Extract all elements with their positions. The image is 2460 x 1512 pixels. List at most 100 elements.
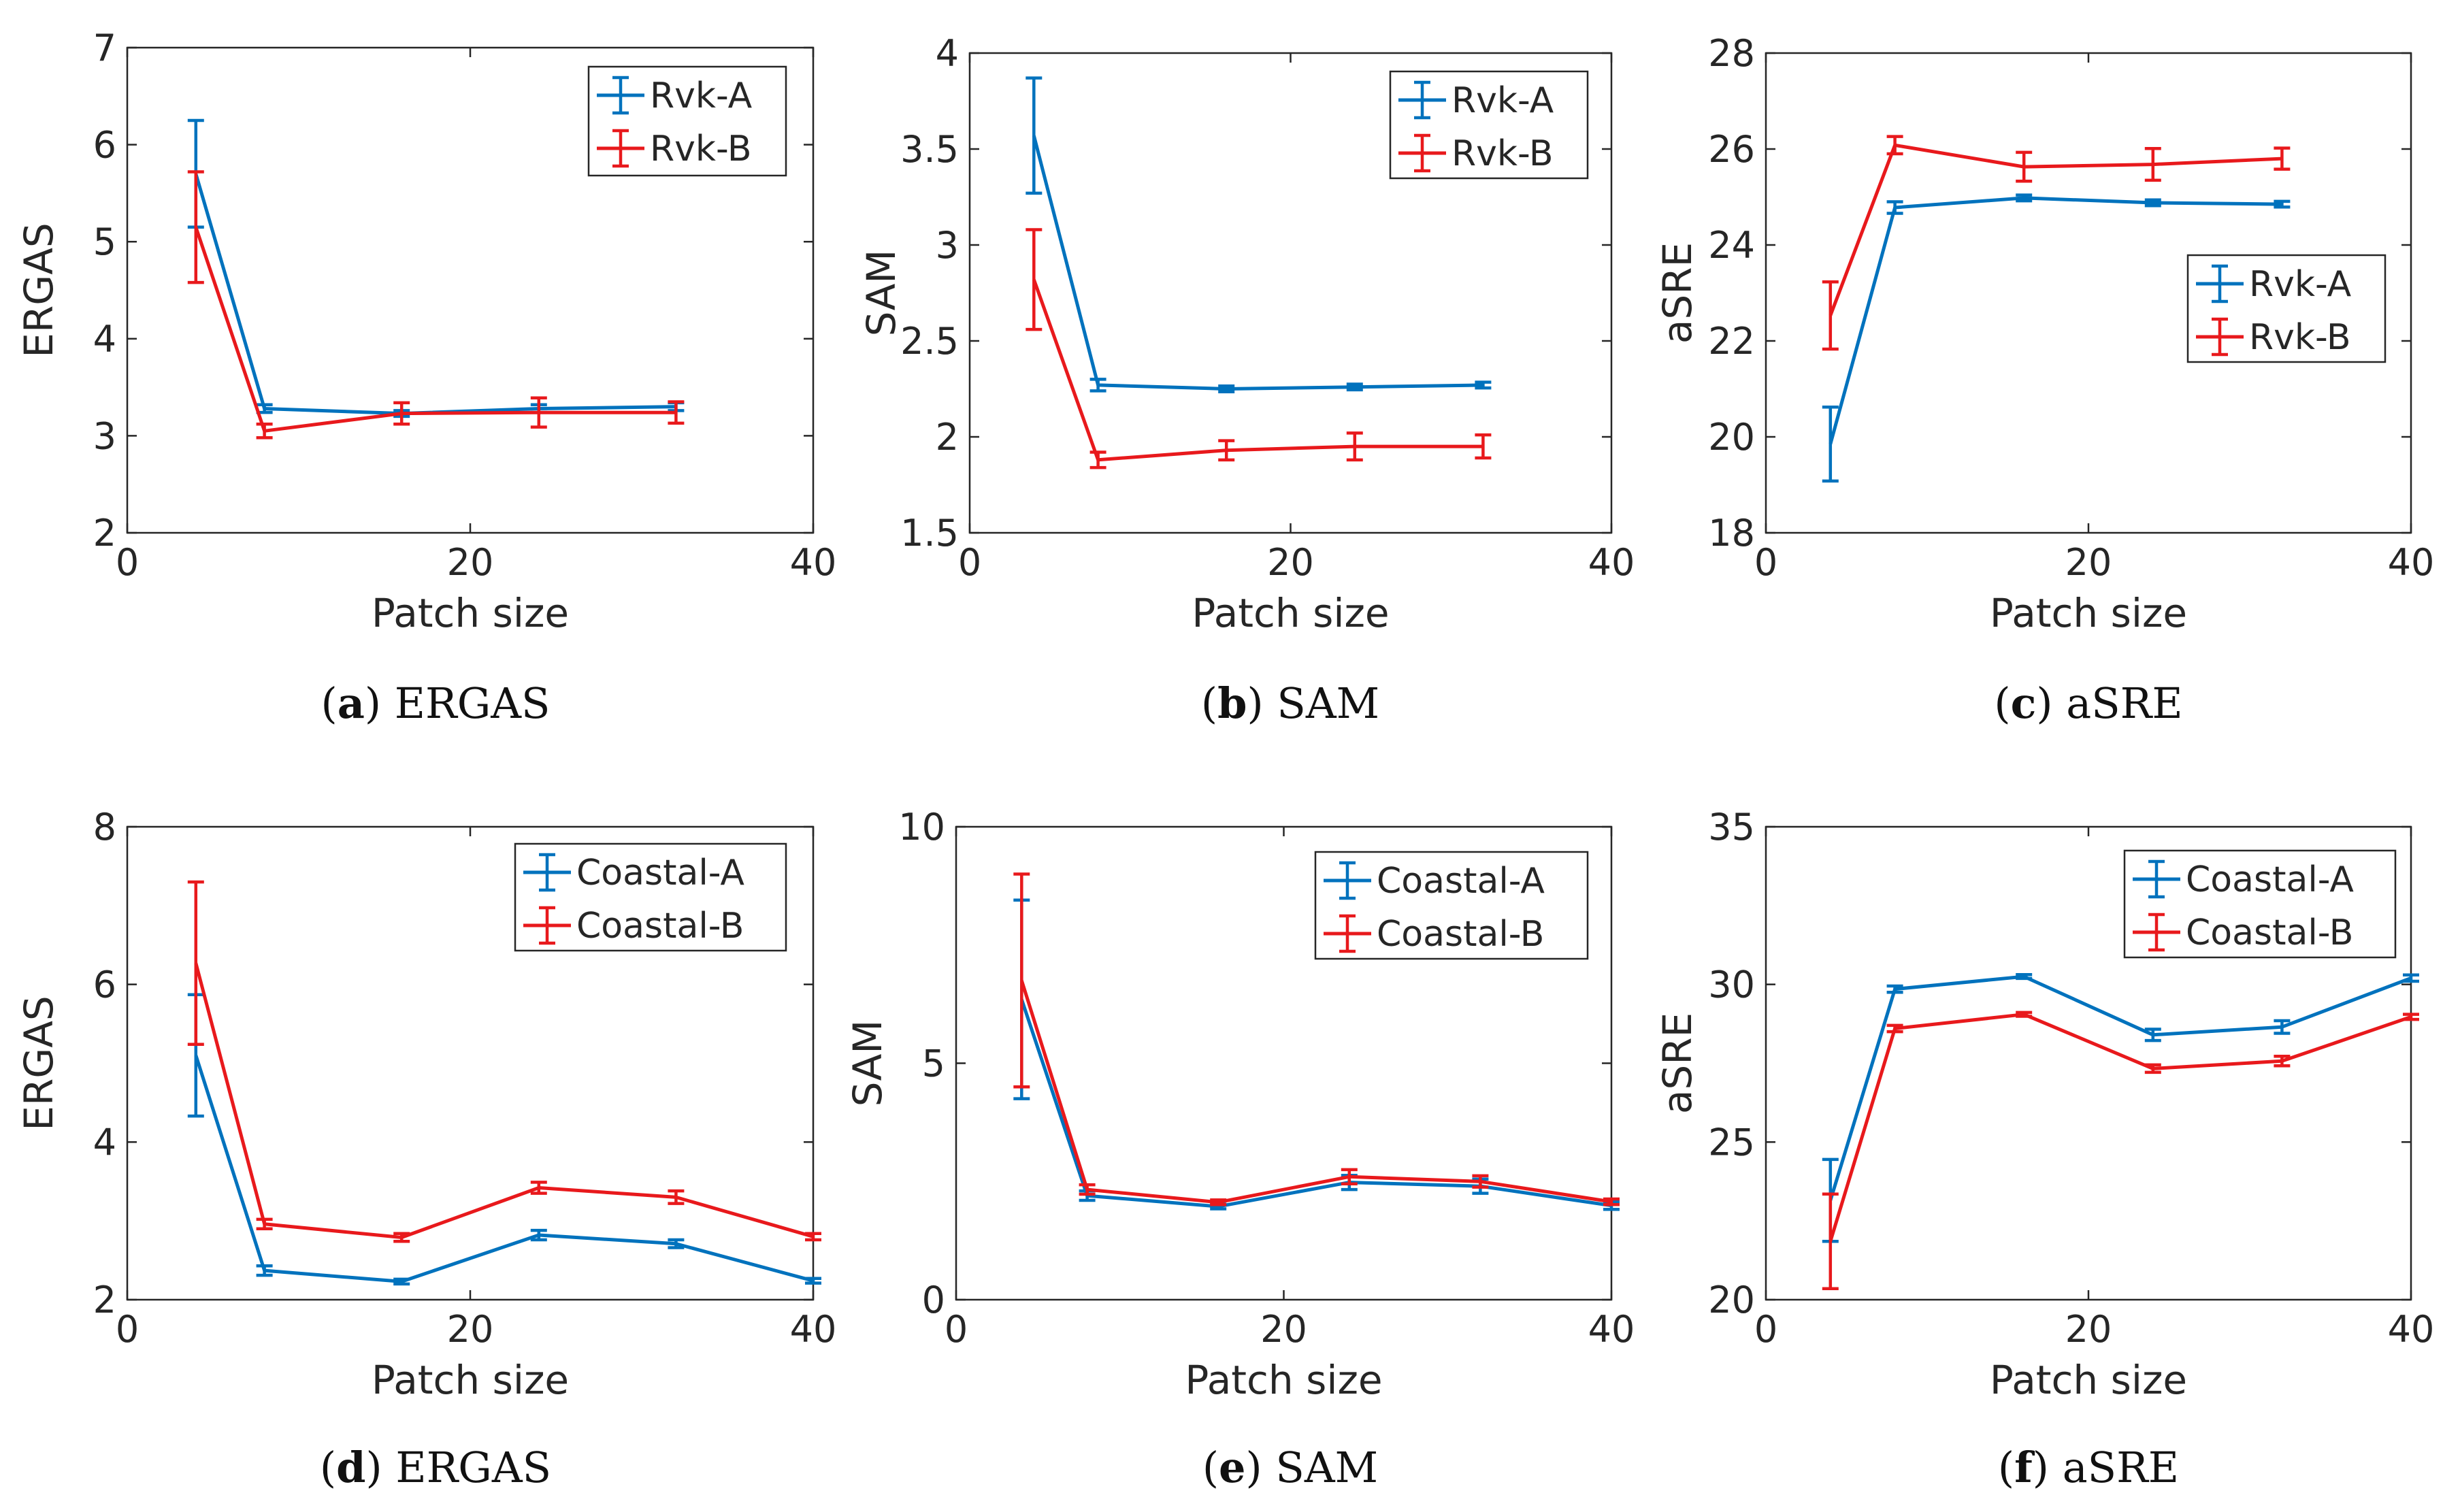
series-coastal-b (1013, 872, 1620, 1206)
data-point (1475, 433, 1492, 460)
y-tick-label: 7 (93, 27, 116, 69)
x-axis-label: Patch size (1990, 590, 2187, 636)
y-tick-label: 3 (936, 224, 959, 267)
x-tick-label: 40 (1588, 1308, 1635, 1351)
data-point (1886, 984, 1903, 994)
data-point (2144, 198, 2161, 208)
data-point (1603, 1197, 1620, 1206)
legend-box (1314, 851, 1589, 960)
legend-item: Coastal-A (2133, 859, 2354, 900)
legend-box (2123, 849, 2397, 959)
data-point (2144, 1063, 2161, 1074)
data-point (530, 1181, 547, 1195)
data-point (1475, 380, 1492, 390)
y-tick-label: 5 (93, 220, 116, 263)
data-point (187, 170, 204, 284)
x-tick-label: 20 (447, 541, 494, 584)
y-tick-label: 30 (1708, 964, 1755, 1006)
y-tick-label: 22 (1708, 320, 1755, 363)
legend-label: Coastal-A (576, 853, 744, 893)
series-line (194, 1055, 814, 1283)
data-point (668, 400, 685, 425)
data-point (2403, 973, 2419, 983)
y-axis-label: SAM (858, 250, 904, 337)
x-tick-label: 0 (116, 1308, 139, 1351)
panel-caption: (d) ERGAS (320, 1443, 551, 1492)
data-point (256, 1217, 273, 1230)
series-line (1828, 1013, 2412, 1243)
panel-caption: (c) aSRE (1994, 678, 2182, 728)
y-tick-label: 24 (1708, 224, 1755, 267)
y-axis-label: SAM (844, 1020, 891, 1107)
legend-item: Coastal-A (1324, 861, 1545, 902)
legend-label: Rvk-A (2249, 264, 2352, 305)
caption-title: aSRE (2049, 1443, 2179, 1492)
caption-title: ERGAS (381, 678, 550, 728)
data-point (530, 396, 547, 429)
x-tick-label: 20 (1260, 1308, 1307, 1351)
y-tick-label: 25 (1708, 1121, 1755, 1164)
caption-title: ERGAS (382, 1443, 551, 1492)
y-tick-label: 4 (93, 318, 116, 361)
y-tick-label: 20 (1708, 416, 1755, 459)
data-point (256, 1264, 273, 1277)
data-point (256, 423, 273, 440)
data-point (1346, 431, 1363, 462)
caption-letter: a (338, 678, 365, 728)
data-point (2274, 146, 2291, 171)
data-point (2016, 193, 2033, 203)
data-point (805, 1277, 821, 1285)
series-line (194, 962, 814, 1239)
data-point (805, 1232, 821, 1242)
series-line (1019, 998, 1612, 1209)
panel-caption: (e) SAM (1202, 1443, 1378, 1492)
x-axis-label: Patch size (1192, 590, 1389, 636)
legend: Rvk-A Rvk-B (2186, 254, 2387, 363)
x-axis-label: Patch size (372, 1357, 569, 1403)
caption-letter: b (1217, 678, 1247, 728)
x-tick-label: 20 (1267, 541, 1314, 584)
legend-label: Rvk-A (1452, 80, 1554, 121)
series-rvk-a (1822, 193, 2291, 483)
y-tick-label: 35 (1708, 806, 1755, 849)
series-rvk-b (1026, 228, 1492, 470)
legend-item: Rvk-B (1398, 133, 1554, 174)
x-tick-label: 0 (958, 541, 981, 584)
series-coastal-b (1822, 1010, 2419, 1291)
data-point (1210, 1198, 1227, 1206)
data-point (393, 1277, 410, 1286)
data-point (1822, 1192, 1839, 1291)
data-point (2016, 150, 2033, 183)
chart-panel-e: 0 20 40 0 5 10 Patch size SAM Coastal-A Coastal-B… (844, 806, 1635, 1492)
data-point (2144, 1028, 2161, 1042)
data-point (1079, 1183, 1096, 1196)
legend-label: Rvk-B (1452, 133, 1554, 174)
x-tick-label: 40 (1588, 541, 1635, 584)
y-tick-label: 26 (1708, 128, 1755, 171)
data-point (1886, 200, 1903, 215)
data-point (1472, 1174, 1489, 1189)
data-point (1089, 378, 1106, 393)
x-axis-label: Patch size (1990, 1357, 2187, 1403)
data-point (2016, 973, 2033, 981)
legend-item: Rvk-B (2196, 317, 2351, 358)
series-coastal-b (187, 880, 821, 1243)
y-tick-label: 2 (93, 512, 116, 555)
legend: Rvk-A Rvk-B (1389, 70, 1589, 180)
data-point (2274, 1055, 2291, 1068)
caption-letter: c (2011, 678, 2037, 728)
y-tick-label: 2 (93, 1279, 116, 1321)
x-tick-label: 20 (447, 1308, 494, 1351)
y-axis-label: ERGAS (16, 996, 62, 1130)
data-point (2016, 1010, 2033, 1018)
y-tick-label: 28 (1708, 32, 1755, 75)
series-rvk-a (1026, 76, 1492, 393)
legend-item: Coastal-B (1324, 914, 1544, 955)
y-tick-label: 2.5 (900, 320, 959, 363)
series-rvk-b (187, 170, 685, 440)
series-line (1828, 974, 2412, 1201)
data-point (1013, 872, 1030, 1089)
x-tick-label: 40 (790, 1308, 837, 1351)
x-tick-label: 20 (2065, 1308, 2112, 1351)
caption-letter: f (2014, 1443, 2035, 1492)
